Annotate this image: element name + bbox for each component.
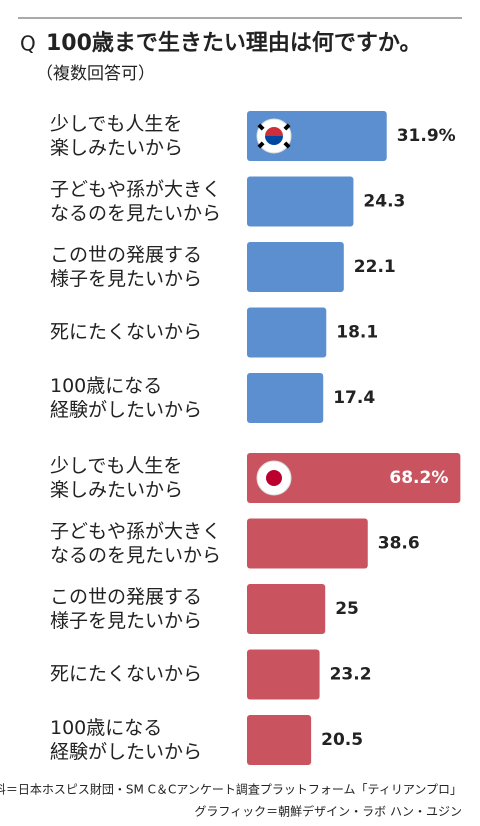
q-label: Q <box>20 32 36 56</box>
value-label: 22.1 <box>354 257 396 277</box>
bar <box>247 307 327 358</box>
flag-bar <box>257 141 265 149</box>
value-label: 68.2% <box>389 468 448 488</box>
category-label: この世の発展する様子を見たいから <box>50 586 202 632</box>
source: 資料＝日本ホスピス財団・SM C＆Cアンケート調査プラットフォーム「ティリアンプ… <box>0 782 462 797</box>
flag-mark <box>266 470 282 486</box>
category-label: 少しでも人生を楽しみたいから <box>50 455 183 501</box>
bar <box>247 715 312 765</box>
bar <box>247 453 461 503</box>
category-label: 100歳になる経験がしたいから <box>50 717 202 763</box>
category-label: 子どもや孫が大きくなるのを見たいから <box>50 520 221 566</box>
flag-mark <box>265 127 283 136</box>
value-label: 25 <box>335 599 359 619</box>
chart-subtitle: （複数回答可） <box>36 64 155 84</box>
category-label: 100歳になる経験がしたいから <box>50 375 202 421</box>
flag-bar <box>283 123 291 131</box>
category-label: この世の発展する様子を見たいから <box>50 244 202 290</box>
category-label: 死にたくないから <box>50 663 202 685</box>
value-label: 20.5 <box>321 730 363 750</box>
credit: グラフィック＝朝鮮デザイン・ラボ ハン・ユジン <box>194 804 462 819</box>
bar <box>247 518 368 569</box>
flag-mark <box>265 136 283 145</box>
value-label: 23.2 <box>330 665 372 685</box>
flag-bar <box>283 141 291 149</box>
value-label: 31.9% <box>397 126 456 146</box>
value-label: 17.4 <box>333 388 375 408</box>
flag-bar <box>257 123 265 131</box>
chart-title: 100歳まで生きたい理由は何ですか。 <box>46 30 421 56</box>
value-label: 38.6 <box>378 534 420 554</box>
category-label: 少しでも人生を楽しみたいから <box>50 113 183 159</box>
category-label: 子どもや孫が大きくなるのを見たいから <box>50 178 221 224</box>
bar <box>247 373 324 423</box>
bar <box>247 649 320 700</box>
value-label: 24.3 <box>363 192 405 212</box>
value-label: 18.1 <box>336 323 378 343</box>
bar <box>247 176 354 227</box>
bar <box>247 242 344 292</box>
category-label: 死にたくないから <box>50 321 202 343</box>
bar <box>247 584 326 634</box>
